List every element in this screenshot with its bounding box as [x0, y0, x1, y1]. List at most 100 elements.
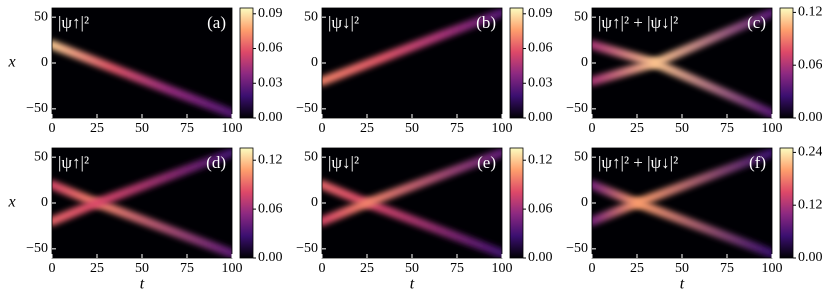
x-tick-label: 50 [675, 121, 689, 136]
x-tick-label: 75 [720, 261, 734, 276]
colorbar-tick-label: 0.00 [528, 250, 553, 265]
x-tick-label: 75 [180, 121, 194, 136]
x-tick-label: 75 [450, 121, 464, 136]
y-tick-label: 0 [41, 55, 48, 70]
colorbar-tick-label: 0.12 [798, 5, 822, 20]
y-tick-label: −50 [296, 101, 318, 116]
colorbar [509, 7, 524, 119]
colorbar-tick-label: 0.06 [528, 41, 553, 56]
colorbar-tick-label: 0.03 [528, 75, 553, 90]
y-tick-label: 50 [34, 149, 48, 164]
panel-label: (f) [749, 153, 766, 172]
x-tick-label: 75 [720, 121, 734, 136]
y-tick-label: 0 [311, 195, 318, 210]
colorbar-tick-label: 0.06 [528, 201, 553, 216]
colorbar-tick-label: 0.09 [258, 6, 283, 21]
x-tick-label: 100 [222, 261, 243, 276]
y-tick-label: −50 [566, 101, 588, 116]
y-axis-label: x [7, 194, 15, 211]
colorbar-tick-label: 0.06 [798, 57, 822, 72]
colorbar-tick-label: 0.24 [798, 145, 822, 160]
panel-label: (d) [206, 153, 226, 172]
y-tick-label: 50 [574, 149, 588, 164]
y-tick-label: 50 [574, 9, 588, 24]
formula-label: |ψ↑|² + |ψ↓|² [598, 13, 678, 32]
x-tick-label: 0 [319, 261, 326, 276]
x-axis-label: t [680, 276, 685, 293]
y-tick-label: −50 [296, 241, 318, 256]
beam [592, 148, 772, 226]
colorbar-tick-label: 0.06 [258, 41, 283, 56]
colorbar [779, 147, 794, 259]
x-axis-label: t [140, 276, 145, 293]
y-tick-label: 0 [311, 55, 318, 70]
formula-label: |ψ↓|² [328, 153, 359, 172]
x-tick-label: 100 [762, 121, 783, 136]
colorbar-tick-label: 0.12 [528, 152, 553, 167]
plot-area [322, 148, 502, 258]
y-tick-label: −50 [26, 241, 48, 256]
beam [322, 148, 502, 226]
x-tick-label: 75 [450, 261, 464, 276]
plot-area [52, 148, 232, 258]
plot-area [592, 148, 772, 258]
colorbar-tick-label: 0.03 [258, 75, 283, 90]
y-tick-label: 50 [304, 149, 318, 164]
colorbar-tick-label: 0.00 [798, 110, 822, 125]
beam [322, 8, 502, 86]
beam [52, 40, 232, 118]
colorbar-tick-label: 0.09 [528, 6, 553, 21]
y-tick-label: 0 [581, 195, 588, 210]
colorbar-tick-label: 0.00 [798, 250, 822, 265]
formula-label: |ψ↑|² [58, 153, 89, 172]
x-tick-label: 25 [90, 121, 104, 136]
x-tick-label: 75 [180, 261, 194, 276]
colorbar-tick-label: 0.00 [258, 110, 283, 125]
x-axis-label: t [410, 276, 415, 293]
x-tick-label: 100 [492, 121, 513, 136]
x-tick-label: 25 [360, 121, 374, 136]
x-tick-label: 50 [675, 261, 689, 276]
x-tick-label: 0 [589, 261, 596, 276]
colorbar [509, 147, 524, 259]
colorbar [239, 7, 254, 119]
x-tick-label: 0 [49, 261, 56, 276]
x-tick-label: 50 [135, 261, 149, 276]
panel-label: (b) [476, 13, 496, 32]
plot-area [592, 8, 772, 118]
colorbar [239, 147, 254, 259]
panel-label: (a) [207, 13, 226, 32]
formula-label: |ψ↓|² [328, 13, 359, 32]
x-tick-label: 50 [135, 121, 149, 136]
y-tick-label: −50 [26, 101, 48, 116]
colorbar-tick-label: 0.12 [798, 197, 822, 212]
y-tick-label: −50 [566, 241, 588, 256]
x-tick-label: 0 [49, 121, 56, 136]
x-tick-label: 0 [319, 121, 326, 136]
formula-label: |ψ↑|² + |ψ↓|² [598, 153, 678, 172]
panel-label: (e) [477, 153, 496, 172]
x-tick-label: 25 [360, 261, 374, 276]
y-tick-label: 50 [304, 9, 318, 24]
y-axis-label: x [7, 54, 15, 71]
x-tick-label: 25 [630, 121, 644, 136]
x-tick-label: 50 [405, 261, 419, 276]
x-tick-label: 100 [222, 121, 243, 136]
x-tick-label: 25 [630, 261, 644, 276]
x-tick-label: 0 [589, 121, 596, 136]
colorbar [779, 7, 794, 119]
y-tick-label: 0 [41, 195, 48, 210]
plot-area [322, 8, 502, 86]
x-tick-label: 100 [762, 261, 783, 276]
y-tick-label: 50 [34, 9, 48, 24]
plot-area [52, 40, 232, 118]
x-tick-label: 100 [492, 261, 513, 276]
x-tick-label: 50 [405, 121, 419, 136]
colorbar-tick-label: 0.06 [258, 201, 283, 216]
x-tick-label: 25 [90, 261, 104, 276]
colorbar-tick-label: 0.12 [258, 152, 283, 167]
y-tick-label: 0 [581, 55, 588, 70]
beam [592, 58, 772, 118]
panel-label: (c) [747, 13, 766, 32]
